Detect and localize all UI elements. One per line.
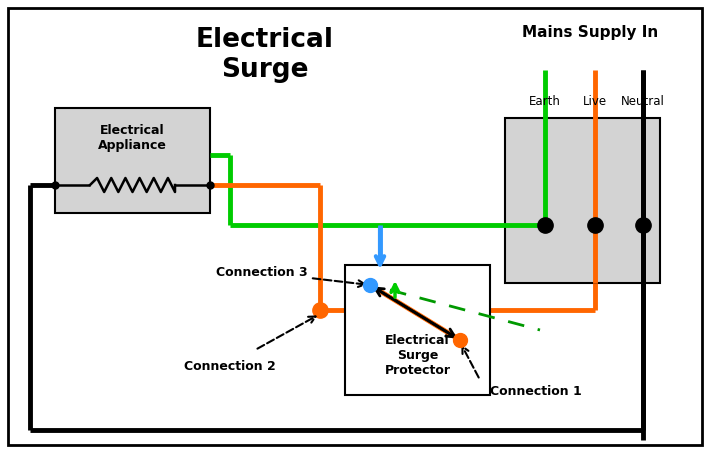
Text: Neutral: Neutral xyxy=(621,95,665,108)
Text: Mains Supply In: Mains Supply In xyxy=(522,25,658,40)
Text: Connection 3: Connection 3 xyxy=(217,265,308,279)
Bar xyxy=(345,265,490,395)
Text: Live: Live xyxy=(583,95,607,108)
Text: Electrical
Appliance: Electrical Appliance xyxy=(98,124,167,152)
Bar xyxy=(505,118,660,283)
Text: Electrical
Surge: Electrical Surge xyxy=(196,27,334,83)
Bar xyxy=(55,108,210,213)
Text: Connection 2: Connection 2 xyxy=(184,360,276,373)
Text: Connection 1: Connection 1 xyxy=(490,385,581,398)
Text: Electrical
Surge
Protector: Electrical Surge Protector xyxy=(385,333,451,376)
Text: Earth: Earth xyxy=(529,95,561,108)
